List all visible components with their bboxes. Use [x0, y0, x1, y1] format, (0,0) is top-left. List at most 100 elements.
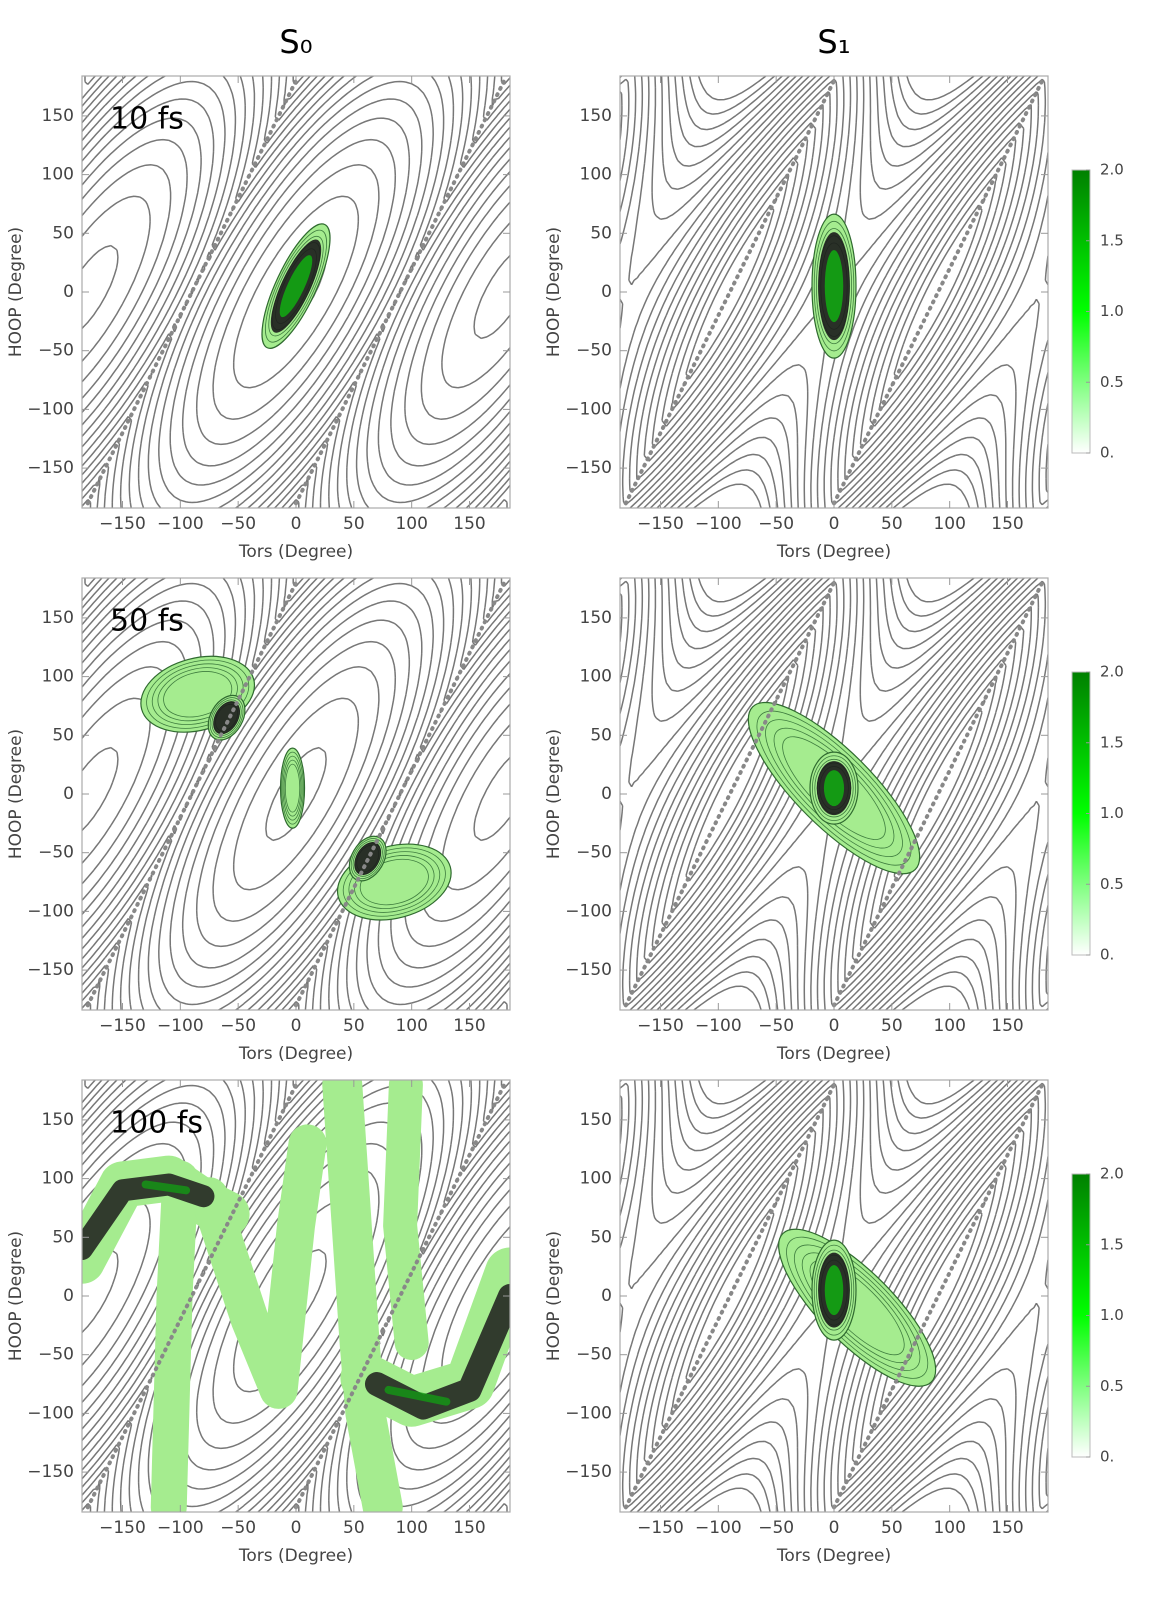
y-tick-label: −150	[565, 458, 612, 478]
seam-line	[85, 1082, 298, 1510]
x-tick-label: −150	[99, 514, 146, 534]
x-tick-label: 50	[881, 1016, 903, 1036]
seam-line	[623, 78, 836, 506]
colorbar-tick-label: 0.5	[1100, 1377, 1124, 1395]
x-tick-label: −150	[99, 1016, 146, 1036]
x-tick-label: −100	[157, 1016, 204, 1036]
y-axis-label: HOOP (Degree)	[544, 1231, 564, 1361]
plot-area	[620, 578, 1048, 1010]
x-tick-label: 0	[829, 1518, 840, 1538]
seam-line	[85, 78, 298, 506]
x-tick-label: −100	[695, 1016, 742, 1036]
colorbar-tick-label: 1.5	[1100, 1235, 1124, 1253]
colorbar-tick-label: 0.	[1100, 1448, 1114, 1466]
seam-line	[832, 78, 1045, 506]
y-tick-label: −150	[27, 458, 74, 478]
y-tick-label: −50	[38, 1345, 74, 1365]
x-tick-label: 50	[881, 1518, 903, 1538]
y-tick-label: 50	[590, 1227, 612, 1247]
y-tick-label: 50	[590, 725, 612, 745]
wavepacket-band	[384, 1385, 451, 1406]
seam-line	[294, 1082, 507, 1510]
wavepacket	[809, 751, 859, 825]
panel: −150 −100 −50 0 50 100 150 −150 −100 −50 0 50 100 150…	[6, 23, 511, 562]
potential-contours	[620, 76, 1048, 508]
y-tick-label: −50	[576, 1345, 612, 1365]
x-axis-label: Tors (Degree)	[238, 1546, 353, 1566]
x-tick-label: −50	[758, 1016, 794, 1036]
plot-area	[82, 76, 510, 508]
wavepacket-band	[190, 1124, 327, 1409]
y-tick-label: 0	[63, 784, 74, 804]
seam-line	[623, 580, 836, 1008]
seam-line	[294, 580, 507, 1008]
colorbar-tick-label: 2.0	[1100, 1165, 1124, 1183]
y-tick-label: 0	[601, 784, 612, 804]
plot-area	[82, 1080, 510, 1512]
x-tick-label: −100	[695, 1518, 742, 1538]
y-tick-label: 150	[42, 608, 74, 628]
chart-title: S₀	[279, 23, 312, 61]
y-tick-label: −50	[576, 341, 612, 361]
x-tick-label: 0	[829, 514, 840, 534]
y-tick-label: 150	[580, 1110, 612, 1130]
wavepacket-band	[383, 1080, 429, 1360]
y-tick-label: −100	[565, 901, 612, 921]
x-tick-label: 50	[343, 514, 365, 534]
x-tick-label: −150	[637, 1518, 684, 1538]
x-tick-label: 100	[933, 1016, 965, 1036]
x-tick-label: 100	[933, 514, 965, 534]
y-tick-label: −50	[576, 843, 612, 863]
x-tick-label: 0	[291, 1518, 302, 1538]
x-tick-label: 150	[453, 514, 485, 534]
x-tick-label: −150	[637, 1016, 684, 1036]
y-tick-label: 0	[63, 282, 74, 302]
x-tick-label: −150	[99, 1518, 146, 1538]
y-axis-label: HOOP (Degree)	[6, 729, 26, 859]
colorbar-tick-label: 1.0	[1100, 1306, 1124, 1324]
y-tick-label: −100	[27, 901, 74, 921]
x-tick-label: 50	[343, 1016, 365, 1036]
seam-line	[832, 1082, 1045, 1510]
y-tick-label: 50	[52, 223, 74, 243]
y-tick-label: 50	[590, 223, 612, 243]
seam-line	[85, 580, 298, 1008]
x-tick-label: 0	[291, 1016, 302, 1036]
y-tick-label: 150	[580, 106, 612, 126]
seam-line	[294, 78, 507, 506]
y-tick-label: 100	[42, 1169, 74, 1189]
x-tick-label: −50	[220, 514, 256, 534]
time-annotation: 100 fs	[110, 1106, 203, 1141]
panel: −150 −100 −50 0 50 100 150 −150 −100 −50 0 50 100 150…	[544, 1079, 1124, 1566]
y-tick-label: 50	[52, 725, 74, 745]
y-tick-label: 100	[42, 667, 74, 687]
x-tick-label: −100	[157, 514, 204, 534]
x-axis-label: Tors (Degree)	[238, 542, 353, 562]
x-tick-label: 150	[453, 1016, 485, 1036]
time-annotation: 10 fs	[110, 102, 184, 137]
y-tick-label: 100	[580, 1169, 612, 1189]
colorbar-tick-label: 2.0	[1100, 161, 1124, 179]
x-tick-label: −50	[220, 1016, 256, 1036]
colorbar-tick-label: 1.5	[1100, 231, 1124, 249]
x-tick-label: 0	[829, 1016, 840, 1036]
colorbar-tick-label: 1.0	[1100, 302, 1124, 320]
x-tick-label: −50	[758, 514, 794, 534]
wavepacket-band	[150, 1160, 199, 1512]
colorbar-tick-label: 0.5	[1100, 373, 1124, 391]
y-tick-label: −150	[565, 960, 612, 980]
x-tick-label: 150	[991, 514, 1023, 534]
y-tick-label: −150	[27, 1462, 74, 1482]
potential-contours	[82, 76, 510, 508]
wavepacket	[279, 747, 306, 829]
colorbar-tick-label: 2.0	[1100, 663, 1124, 681]
x-tick-label: 150	[991, 1518, 1023, 1538]
wavepacket	[811, 1239, 857, 1341]
colorbar-tick-label: 1.0	[1100, 804, 1124, 822]
y-tick-label: −50	[38, 341, 74, 361]
x-tick-label: 50	[881, 514, 903, 534]
y-tick-label: 100	[42, 165, 74, 185]
y-tick-label: 100	[580, 165, 612, 185]
